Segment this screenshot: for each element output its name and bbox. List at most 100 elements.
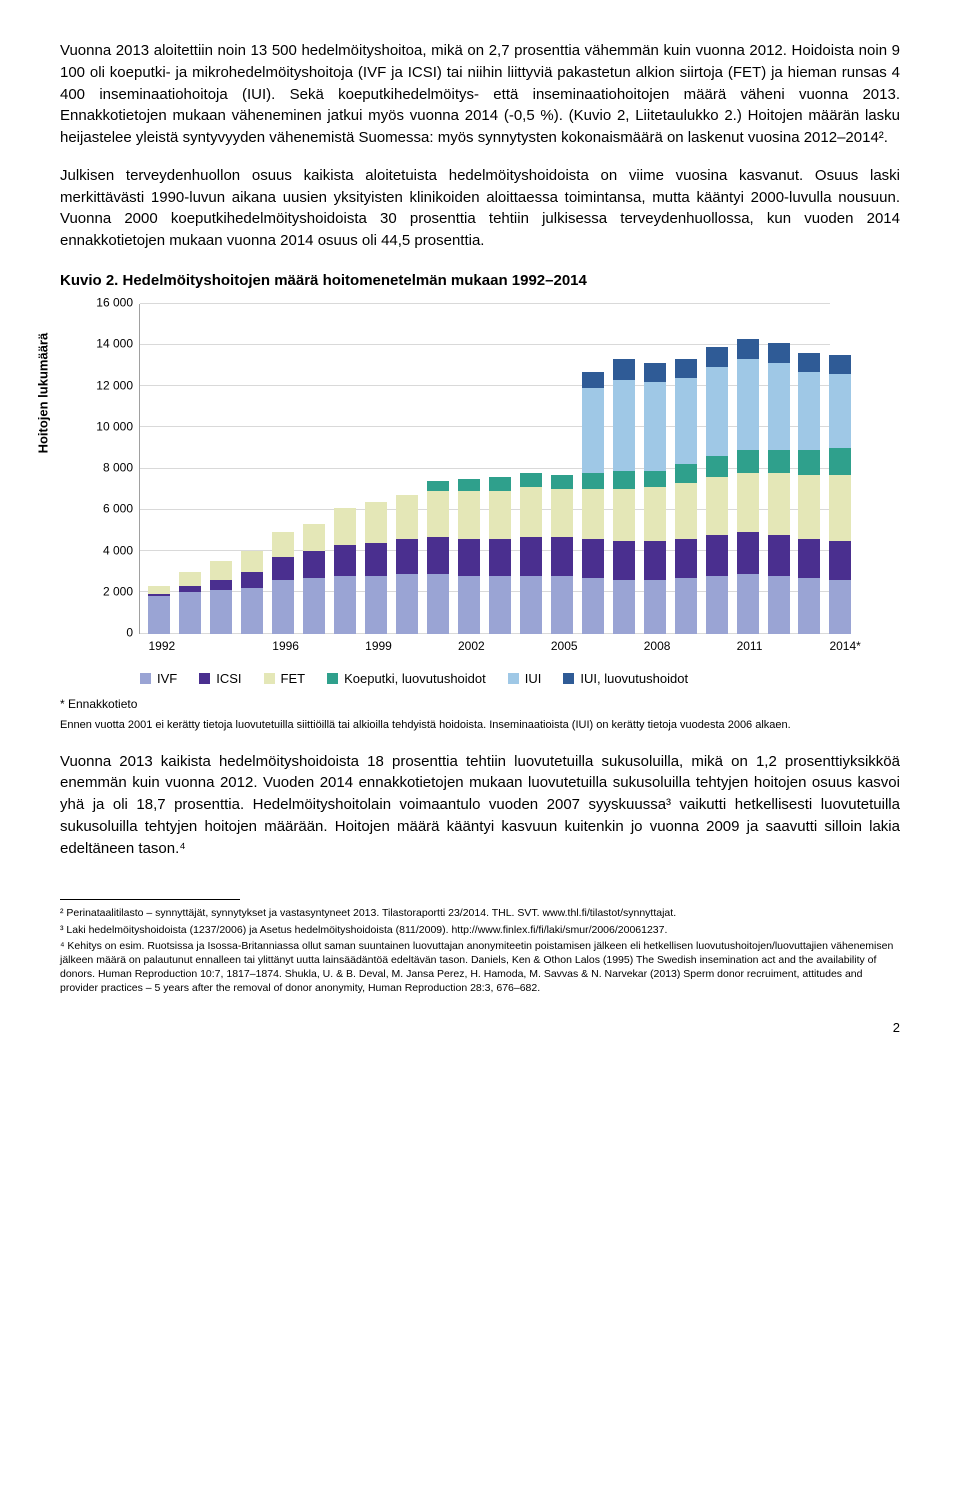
bar-column [798,353,820,634]
paragraph-3: Vuonna 2013 kaikista hedelmöityshoidoist… [60,751,900,860]
footnotes: ² Perinataalitilasto – synnyttäjät, synn… [60,906,900,995]
x-tick [396,634,418,664]
x-tick [582,634,604,664]
bar-segment-icsi [427,537,449,574]
y-tick: 2 000 [83,584,133,601]
x-tick: 1996 [272,634,294,664]
bar-segment-fet [427,491,449,536]
bar-segment-icsi [396,539,418,574]
bar-segment-iui_luov [675,359,697,378]
bar-segment-iui_luov [737,339,759,360]
bar-segment-ivf [148,596,170,633]
footnote: ³ Laki hedelmöityshoidoista (1237/2006) … [60,923,900,937]
bar-segment-ivf [365,576,387,634]
x-tick: 2008 [644,634,666,664]
stacked-bar-chart: Hoitojen lukumäärä 02 0004 0006 0008 000… [80,304,860,664]
bar-column [365,502,387,634]
bar-segment-fet [675,483,697,539]
x-tick [489,634,511,664]
legend-item: IVF [140,670,177,689]
bar-segment-icsi [458,539,480,576]
bar-segment-kp_luov [706,456,728,477]
chart-heading: Kuvio 2. Hedelmöityshoitojen määrä hoito… [60,270,900,292]
bar-column [427,481,449,634]
bar-segment-ivf [427,574,449,634]
bar-segment-icsi [334,545,356,576]
paragraph-1: Vuonna 2013 aloitettiin noin 13 500 hede… [60,40,900,149]
bar-segment-icsi [798,539,820,578]
bar-segment-fet [365,502,387,543]
bar-segment-ivf [458,576,480,634]
bar-segment-ivf [179,592,201,633]
bar-segment-iui_luov [582,372,604,389]
bar-segment-kp_luov [551,475,573,489]
paragraph-2: Julkisen terveydenhuollon osuus kaikista… [60,165,900,252]
bar-column [675,359,697,633]
chart-caption: Ennen vuotta 2001 ei kerätty tietoja luo… [60,718,900,733]
bar-segment-fet [458,491,480,538]
bar-segment-kp_luov [458,479,480,491]
legend: IVFICSIFETKoeputki, luovutushoidotIUIIUI… [140,670,900,689]
bar-segment-icsi [365,543,387,576]
x-tick [768,634,790,664]
bar-segment-ivf [675,578,697,634]
bar-segment-ivf [644,580,666,634]
bar-segment-ivf [798,578,820,634]
bar-column [613,359,635,633]
x-tick [798,634,820,664]
y-tick: 6 000 [83,501,133,518]
bar-segment-fet [613,489,635,541]
bar-segment-kp_luov [675,464,697,483]
bar-segment-fet [829,475,851,541]
bar-segment-fet [768,473,790,535]
bar-column [520,473,542,634]
x-tick [210,634,232,664]
y-tick: 8 000 [83,460,133,477]
x-tick: 2014* [829,634,851,664]
bar-segment-fet [334,508,356,545]
bar-column [737,339,759,634]
bar-column [334,508,356,634]
y-axis: 02 0004 0006 0008 00010 00012 00014 0001… [80,304,140,634]
bar-segment-ivf [706,576,728,634]
bar-segment-icsi [210,580,232,590]
bar-segment-iui [644,382,666,471]
bar-segment-iui [582,388,604,473]
legend-item: ICSI [199,670,241,689]
x-tick [241,634,263,664]
bar-column [768,343,790,634]
x-tick [613,634,635,664]
bar-segment-kp_luov [768,450,790,473]
bar-column [458,479,480,634]
bar-segment-fet [489,491,511,538]
x-tick: 2002 [458,634,480,664]
bar-column [303,524,325,633]
x-axis: 19921996199920022005200820112014* [140,634,860,664]
bar-segment-fet [798,475,820,539]
bar-segment-ivf [737,574,759,634]
bar-segment-ivf [768,576,790,634]
x-tick [179,634,201,664]
bar-segment-ivf [241,588,263,633]
bar-segment-iui_luov [644,363,666,382]
bar-segment-iui [829,374,851,448]
bars [140,304,860,634]
bar-segment-icsi [768,535,790,576]
legend-swatch [327,673,338,684]
bar-segment-ivf [210,590,232,633]
bar-segment-iui [613,380,635,471]
bar-segment-iui_luov [798,353,820,372]
legend-swatch [199,673,210,684]
bar-segment-icsi [675,539,697,578]
bar-segment-ivf [520,576,542,634]
bar-segment-iui [737,359,759,450]
legend-label: Koeputki, luovutushoidot [344,670,486,689]
bar-segment-icsi [241,572,263,589]
bar-column [210,561,232,633]
bar-segment-icsi [272,557,294,580]
y-tick: 12 000 [83,377,133,394]
bar-segment-fet [520,487,542,537]
bar-segment-icsi [737,532,759,573]
bar-segment-ivf [551,576,573,634]
x-tick: 2011 [737,634,759,664]
